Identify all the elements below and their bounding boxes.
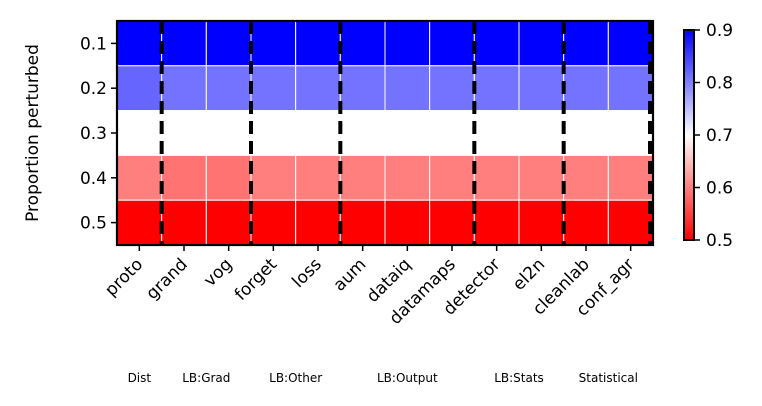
heatmap-cell [250, 65, 297, 112]
heatmap-cell [161, 20, 207, 67]
heatmap-cell [116, 20, 163, 67]
heatmap-cell [250, 110, 297, 156]
group-label: LB:Stats [494, 371, 544, 385]
heatmap-cell [250, 199, 297, 246]
heatmap-cell [518, 110, 565, 156]
heatmap-cell [161, 154, 207, 201]
heatmap-cell [607, 199, 654, 246]
group-label: LB:Output [377, 371, 438, 385]
heatmap-cell [429, 20, 475, 67]
x-tick-label: vog [200, 255, 236, 291]
heatmap-cell [161, 110, 207, 156]
group-labels: Dist LB:Grad LB:Other LB:Output LB:Stats Stat… [128, 371, 638, 385]
heatmap-cell [295, 154, 341, 201]
x-tick-label: loss [288, 255, 325, 292]
heatmap-cell [116, 65, 163, 112]
heatmap-cell [429, 154, 475, 201]
heatmap-cell [563, 199, 609, 246]
heatmap-cell [250, 154, 297, 201]
heatmap-cell [518, 199, 565, 246]
heatmap-cell [205, 20, 252, 67]
heatmap-cell [116, 199, 163, 246]
heatmap-cell [518, 154, 565, 201]
heatmap-cell [607, 154, 654, 201]
colorbar-tick-label: 0.5 [706, 231, 733, 251]
heatmap-cell [161, 199, 207, 246]
heatmap-cell [607, 110, 654, 156]
heatmap-cell [563, 20, 609, 67]
heatmap-cell [563, 154, 609, 201]
heatmap-cell [205, 154, 252, 201]
heatmap-cell [607, 65, 654, 112]
heatmap-cell [563, 65, 609, 112]
x-tick-label: grand [142, 255, 191, 304]
heatmap-cell [205, 110, 252, 156]
heatmap-cell [473, 20, 520, 67]
heatmap-cell [116, 110, 163, 156]
group-dividers [159, 21, 652, 245]
y-tick-label: 0.1 [80, 34, 107, 54]
heatmap-cell [473, 199, 520, 246]
heatmap-cell [250, 20, 297, 67]
colorbar-tick-label: 0.7 [706, 126, 733, 146]
y-axis-label: Proportion perturbed [23, 44, 43, 222]
heatmap-cell [384, 20, 431, 67]
heatmap-cells [116, 20, 654, 246]
colorbar-gradient [683, 29, 695, 241]
colorbar-tick-label: 0.8 [706, 74, 733, 94]
y-axis-ticks: 0.1 0.2 0.3 0.4 0.5 [80, 34, 117, 234]
heatmap-cell [473, 65, 520, 112]
heatmap-cell [295, 20, 341, 67]
heatmap-cell [116, 154, 163, 201]
heatmap-cell [339, 199, 386, 246]
heatmap-cell [295, 199, 341, 246]
colorbar: 0.5 0.6 0.7 0.8 0.9 [683, 21, 733, 251]
y-tick-label: 0.4 [80, 169, 107, 189]
colorbar-tick-label: 0.6 [706, 179, 733, 199]
heatmap-cell [384, 65, 431, 112]
heatmap-cell [607, 20, 654, 67]
heatmap-cell [295, 65, 341, 112]
heatmap-cell [429, 65, 475, 112]
heatmap-cell [384, 199, 431, 246]
heatmap-cell [295, 110, 341, 156]
x-tick-label: aum [330, 255, 371, 296]
colorbar-tick-label: 0.9 [706, 21, 733, 41]
heatmap-cell [339, 20, 386, 67]
heatmap-cell [473, 154, 520, 201]
group-label: LB:Other [269, 371, 322, 385]
heatmap-cell [518, 65, 565, 112]
heatmap-cell [339, 154, 386, 201]
x-tick-label: forget [231, 254, 281, 304]
heatmap-cell [563, 110, 609, 156]
x-tick-label: proto [101, 255, 147, 301]
heatmap-cell [518, 20, 565, 67]
y-tick-label: 0.3 [80, 124, 107, 144]
heatmap-cell [384, 154, 431, 201]
heatmap-cell [205, 65, 252, 112]
group-label: Statistical [579, 371, 638, 385]
y-tick-label: 0.5 [80, 214, 107, 234]
heatmap-cell [429, 199, 475, 246]
heatmap-cell [161, 65, 207, 112]
heatmap-cell [473, 110, 520, 156]
heatmap-cell [384, 110, 431, 156]
y-tick-label: 0.2 [80, 79, 107, 99]
heatmap-cell [429, 110, 475, 156]
group-label: LB:Grad [182, 371, 230, 385]
x-tick-label: el2n [509, 255, 549, 295]
heatmap-cell [339, 65, 386, 112]
heatmap-cell [339, 110, 386, 156]
group-label: Dist [128, 371, 152, 385]
heatmap-cell [205, 199, 252, 246]
